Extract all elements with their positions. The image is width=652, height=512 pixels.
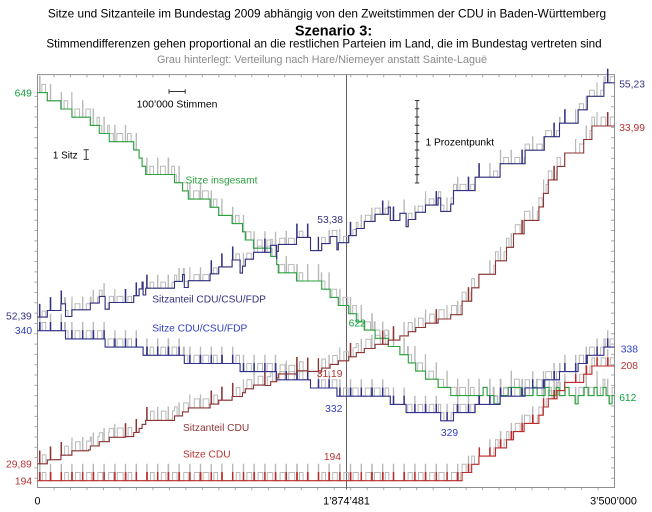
svg-text:31,19: 31,19: [317, 369, 343, 380]
svg-text:Grau hinterlegt: Verteilung na: Grau hinterlegt: Verteilung nach Hare/Ni…: [157, 54, 487, 66]
svg-text:0: 0: [34, 495, 40, 507]
svg-text:332: 332: [325, 404, 342, 415]
svg-text:Sitze CDU/CSU/FDP: Sitze CDU/CSU/FDP: [152, 324, 247, 335]
svg-text:Sitzanteil CDU/CSU/FDP: Sitzanteil CDU/CSU/FDP: [152, 294, 266, 305]
svg-text:53,38: 53,38: [317, 215, 343, 226]
svg-text:612: 612: [619, 393, 636, 404]
svg-text:340: 340: [15, 326, 32, 337]
svg-text:208: 208: [621, 361, 638, 372]
svg-text:649: 649: [15, 88, 32, 99]
svg-text:Stimmendifferenzen gehen propo: Stimmendifferenzen gehen proportional an…: [46, 37, 601, 50]
svg-text:55,23: 55,23: [619, 79, 645, 90]
svg-text:329: 329: [441, 428, 458, 439]
svg-text:338: 338: [621, 344, 638, 355]
svg-text:1 Prozentpunkt: 1 Prozentpunkt: [426, 138, 495, 149]
svg-text:194: 194: [324, 452, 341, 463]
svg-text:622: 622: [349, 319, 366, 330]
svg-text:52,39: 52,39: [6, 311, 32, 322]
svg-text:1’874’481: 1’874’481: [323, 495, 370, 507]
svg-text:3’500’000: 3’500’000: [590, 495, 637, 507]
svg-text:100’000 Stimmen: 100’000 Stimmen: [137, 99, 218, 110]
svg-text:Szenario 3:: Szenario 3:: [295, 23, 372, 39]
svg-text:Sitze CDU: Sitze CDU: [183, 449, 231, 460]
svg-text:Sitze insgesamt: Sitze insgesamt: [186, 175, 258, 186]
svg-text:194: 194: [15, 476, 32, 487]
svg-text:1 Sitz: 1 Sitz: [53, 150, 78, 161]
svg-text:Sitzanteil CDU: Sitzanteil CDU: [183, 423, 249, 434]
svg-text:Sitze und Sitzanteile im Bunde: Sitze und Sitzanteile im Bundestag 2009 …: [48, 7, 606, 21]
svg-text:33,99: 33,99: [619, 123, 645, 134]
svg-text:29,89: 29,89: [6, 460, 32, 471]
